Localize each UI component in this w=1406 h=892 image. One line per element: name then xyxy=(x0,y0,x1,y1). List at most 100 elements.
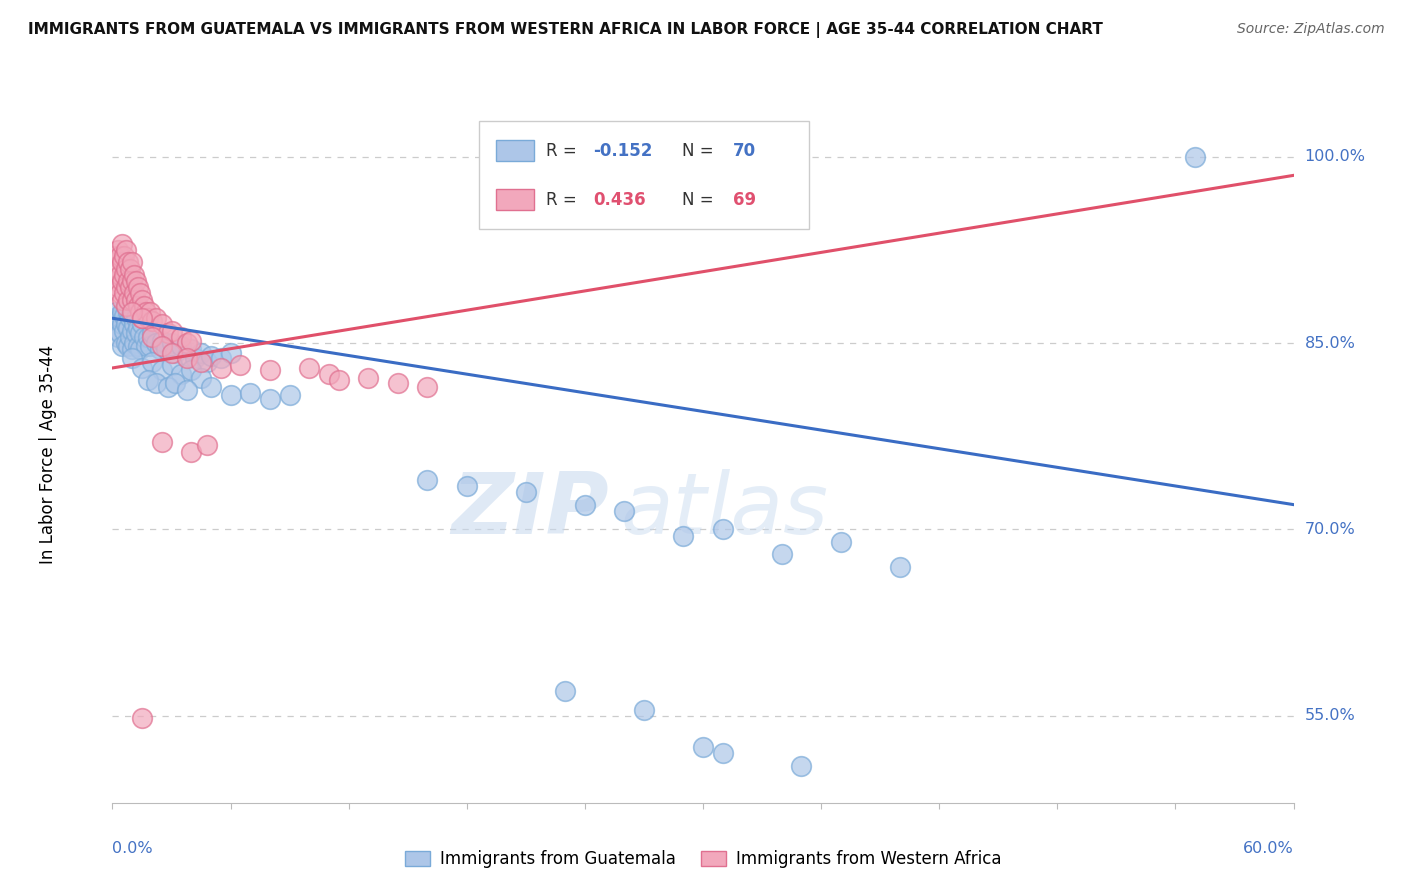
Text: 100.0%: 100.0% xyxy=(1305,149,1365,164)
Point xyxy=(150,334,173,348)
Point xyxy=(190,346,212,360)
Point xyxy=(170,330,193,344)
Point xyxy=(515,485,537,500)
Point xyxy=(120,261,142,276)
Point xyxy=(107,330,129,344)
Point xyxy=(115,299,138,313)
Point xyxy=(125,274,148,288)
Point xyxy=(122,268,145,282)
Point xyxy=(122,286,145,301)
Point xyxy=(830,535,852,549)
Point xyxy=(176,384,198,398)
Point xyxy=(150,435,173,450)
Text: -0.152: -0.152 xyxy=(593,142,652,160)
Point xyxy=(416,473,439,487)
Text: 55.0%: 55.0% xyxy=(1305,708,1355,723)
Text: 70: 70 xyxy=(733,142,755,160)
Point xyxy=(131,318,153,332)
Point xyxy=(111,293,134,307)
Point xyxy=(112,286,135,301)
Point xyxy=(190,355,212,369)
Point xyxy=(180,334,202,348)
Point xyxy=(117,321,139,335)
Point xyxy=(150,318,173,332)
Point xyxy=(115,243,138,257)
Text: Source: ZipAtlas.com: Source: ZipAtlas.com xyxy=(1237,22,1385,37)
Point xyxy=(107,243,129,257)
Point xyxy=(115,336,138,351)
Point xyxy=(160,359,183,373)
Point xyxy=(190,371,212,385)
Point xyxy=(200,349,222,363)
Point xyxy=(141,355,163,369)
Point xyxy=(117,274,139,288)
Point xyxy=(136,373,159,387)
Point xyxy=(112,324,135,338)
Point xyxy=(176,351,198,365)
Text: ZIP: ZIP xyxy=(451,469,609,552)
Point xyxy=(107,261,129,276)
Point xyxy=(111,318,134,332)
Point xyxy=(613,504,636,518)
Point xyxy=(790,758,813,772)
Point xyxy=(121,255,143,269)
Point xyxy=(219,346,242,360)
Text: 0.0%: 0.0% xyxy=(112,841,153,856)
Point xyxy=(328,373,350,387)
Point xyxy=(672,529,695,543)
Point xyxy=(121,343,143,357)
Point xyxy=(115,280,138,294)
Point xyxy=(125,293,148,307)
Point xyxy=(195,438,218,452)
Point xyxy=(117,305,139,319)
Text: R =: R = xyxy=(546,191,582,209)
Point xyxy=(184,351,207,365)
FancyBboxPatch shape xyxy=(496,189,534,210)
Point xyxy=(131,311,153,326)
Text: 70.0%: 70.0% xyxy=(1305,522,1355,537)
Point xyxy=(160,346,183,360)
Point xyxy=(110,286,132,301)
Point xyxy=(180,363,202,377)
Text: IMMIGRANTS FROM GUATEMALA VS IMMIGRANTS FROM WESTERN AFRICA IN LABOR FORCE | AGE: IMMIGRANTS FROM GUATEMALA VS IMMIGRANTS … xyxy=(28,22,1102,38)
Point xyxy=(125,326,148,341)
Point xyxy=(170,338,193,352)
Legend: Immigrants from Guatemala, Immigrants from Western Africa: Immigrants from Guatemala, Immigrants fr… xyxy=(398,843,1008,874)
Point xyxy=(136,330,159,344)
Point xyxy=(125,311,148,326)
Point xyxy=(120,330,142,344)
Point xyxy=(111,305,134,319)
Text: N =: N = xyxy=(682,191,718,209)
Point xyxy=(105,274,128,288)
Point xyxy=(132,299,155,313)
Point xyxy=(121,305,143,319)
Point xyxy=(259,363,281,377)
Point xyxy=(155,343,177,357)
Point xyxy=(110,249,132,263)
Point xyxy=(105,255,128,269)
Point xyxy=(121,324,143,338)
Point xyxy=(165,376,187,390)
Point xyxy=(156,379,179,393)
Point xyxy=(120,280,142,294)
Point xyxy=(770,547,793,561)
Point xyxy=(121,293,143,307)
Point xyxy=(103,311,125,326)
Point xyxy=(129,343,152,357)
Point xyxy=(574,498,596,512)
Point xyxy=(115,318,138,332)
Point xyxy=(129,286,152,301)
Point xyxy=(150,363,173,377)
Point xyxy=(141,314,163,328)
Point xyxy=(298,361,321,376)
Point xyxy=(145,311,167,326)
Text: 60.0%: 60.0% xyxy=(1243,841,1294,856)
Point xyxy=(456,479,478,493)
Point xyxy=(692,739,714,754)
Point xyxy=(209,361,232,376)
Point xyxy=(278,388,301,402)
Point xyxy=(711,523,734,537)
Point xyxy=(239,385,262,400)
Point xyxy=(110,326,132,341)
Point xyxy=(129,326,152,341)
